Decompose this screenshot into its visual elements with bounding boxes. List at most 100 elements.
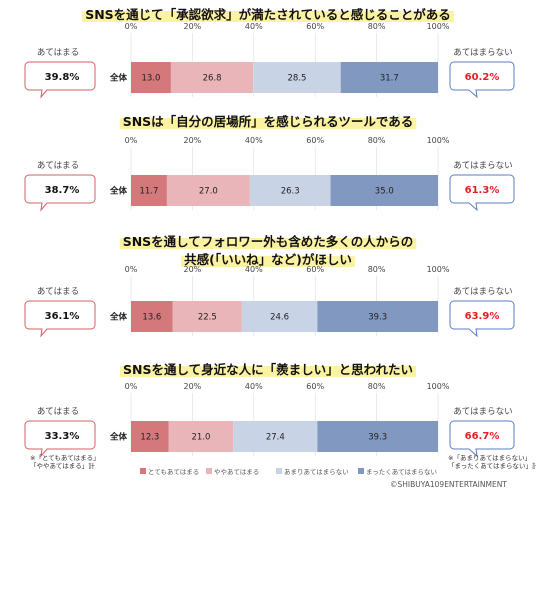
bar-segment-2-2 — [166, 175, 250, 206]
bar-segment-4-3 — [233, 421, 318, 452]
agree-bubble-2 — [24, 174, 96, 212]
data-label-1-1: 13.0 — [141, 74, 160, 84]
disagree-label-3: あてはまらない — [453, 287, 512, 297]
axis-tick-4-4: 60% — [306, 382, 324, 391]
axis-tick-1-3: 40% — [245, 22, 263, 31]
legend-item-4: まったくあてはまらない — [358, 466, 437, 476]
category-label-1: 全体 — [109, 73, 128, 84]
axis-tick-3-2: 20% — [184, 265, 202, 274]
data-label-1-4: 31.7 — [380, 74, 399, 84]
legend-item-3: あまりあてはまらない — [276, 466, 349, 476]
agree-value-2: 38.7% — [45, 185, 80, 196]
legend-label-3: あまりあてはまらない — [284, 468, 349, 476]
data-label-3-2: 22.5 — [198, 313, 217, 323]
data-label-2-3: 26.3 — [281, 187, 300, 197]
disagree-label-1: あてはまらない — [453, 48, 512, 58]
bar-segment-1-1 — [131, 62, 171, 93]
disagree-value-1: 60.2% — [465, 72, 500, 83]
panel-title-3-2: 共感(「いいね」など)がほしい — [184, 252, 352, 267]
bar-segment-4-4 — [317, 421, 438, 452]
data-label-4-3: 27.4 — [266, 433, 285, 443]
bar-segment-3-1 — [131, 301, 173, 332]
title-highlight-2-1 — [119, 118, 417, 129]
agree-bubble-4 — [24, 420, 96, 458]
panel-title-3-1: SNSを通してフォロワー外も含めた多くの人からの — [123, 234, 414, 249]
axis-tick-2-6: 100% — [427, 136, 450, 145]
bar-segment-1-3 — [253, 62, 341, 93]
legend-label-1: とてもあてはまる — [148, 468, 200, 476]
agree-value-1: 39.8% — [45, 72, 80, 83]
axis-tick-1-2: 20% — [184, 22, 202, 31]
legend-label-2: ややあてはまる — [214, 468, 260, 476]
axis-tick-1-5: 80% — [368, 22, 386, 31]
disagree-value-3: 63.9% — [465, 311, 500, 322]
legend: とてもあてはまる ややあてはまる あまりあてはまらない まったくあてはまらない — [140, 466, 440, 478]
disagree-note-line1: ※「あまりあてはまらない」 — [448, 454, 532, 462]
agree-label-1: あてはまる — [37, 48, 79, 58]
data-label-4-2: 21.0 — [192, 433, 211, 443]
bar-segment-4-1 — [131, 421, 169, 452]
legend-item-2: ややあてはまる — [206, 466, 259, 476]
panel-title-1-1: SNSを通じて「承認欲求」が満たされていると感じることがある — [85, 7, 451, 22]
data-label-1-2: 26.8 — [203, 74, 222, 84]
axis-tick-3-6: 100% — [427, 265, 450, 274]
data-label-3-4: 39.3 — [368, 313, 387, 323]
data-label-3-1: 13.6 — [142, 313, 161, 323]
axis-tick-1-6: 100% — [427, 22, 450, 31]
data-label-3-3: 24.6 — [270, 313, 289, 323]
disagree-value-4: 66.7% — [465, 431, 500, 442]
bar-segment-4-2 — [168, 421, 234, 452]
axis-tick-2-2: 20% — [184, 136, 202, 145]
data-label-2-1: 11.7 — [139, 187, 158, 197]
bar-segment-1-2 — [170, 62, 254, 93]
agree-note-line1: ※「とてもあてはまる」 — [30, 454, 100, 462]
credit: ©SHIBUYA109ENTERTAINMENT — [390, 480, 507, 489]
title-highlight-3-1 — [119, 238, 417, 249]
panel-title-2-1: SNSは「自分の居場所」を感じられるツールである — [123, 114, 414, 129]
axis-tick-3-4: 60% — [306, 265, 324, 274]
legend-swatch-1 — [140, 468, 146, 474]
bar-segment-3-4 — [317, 301, 438, 332]
legend-swatch-3 — [276, 468, 282, 474]
title-highlight-3-2 — [181, 256, 355, 267]
axis-tick-2-5: 80% — [368, 136, 386, 145]
data-label-2-2: 27.0 — [199, 187, 218, 197]
disagree-value-2: 61.3% — [465, 185, 500, 196]
axis-tick-2-1: 0% — [125, 136, 138, 145]
data-label-4-4: 39.3 — [368, 433, 387, 443]
axis-tick-1-4: 60% — [306, 22, 324, 31]
legend-swatch-2 — [206, 468, 212, 474]
axis-tick-3-1: 0% — [125, 265, 138, 274]
agree-note-line2: 「ややあてはまる」計 — [30, 462, 95, 470]
title-highlight-1-1 — [82, 11, 454, 22]
axis-tick-2-4: 60% — [306, 136, 324, 145]
disagree-bubble-2 — [449, 174, 515, 212]
agree-value-4: 33.3% — [45, 431, 80, 442]
disagree-label-4: あてはまらない — [453, 407, 512, 417]
category-label-2: 全体 — [109, 186, 128, 197]
axis-tick-4-1: 0% — [125, 382, 138, 391]
legend-label-4: まったくあてはまらない — [366, 468, 437, 476]
agree-label-2: あてはまる — [37, 161, 79, 171]
axis-tick-1-1: 0% — [125, 22, 138, 31]
agree-label-4: あてはまる — [37, 407, 79, 417]
data-label-4-1: 12.3 — [140, 433, 159, 443]
agree-bubble-1 — [24, 61, 96, 99]
disagree-bubble-1 — [449, 61, 515, 99]
agree-label-3: あてはまる — [37, 287, 79, 297]
data-label-2-4: 35.0 — [375, 187, 394, 197]
agree-value-3: 36.1% — [45, 311, 80, 322]
axis-tick-4-3: 40% — [245, 382, 263, 391]
disagree-note: ※「あまりあてはまらない」 「まったくあてはまらない」計 — [448, 454, 536, 470]
bar-segment-2-3 — [249, 175, 331, 206]
panel-title-4-1: SNSを通して身近な人に「羨ましい」と思われたい — [123, 362, 413, 377]
disagree-label-2: あてはまらない — [453, 161, 512, 171]
bar-segment-2-4 — [330, 175, 438, 206]
disagree-bubble-4 — [449, 420, 515, 458]
disagree-bubble-3 — [449, 300, 515, 338]
agree-bubble-3 — [24, 300, 96, 338]
axis-tick-4-2: 20% — [184, 382, 202, 391]
data-label-1-3: 28.5 — [287, 74, 306, 84]
